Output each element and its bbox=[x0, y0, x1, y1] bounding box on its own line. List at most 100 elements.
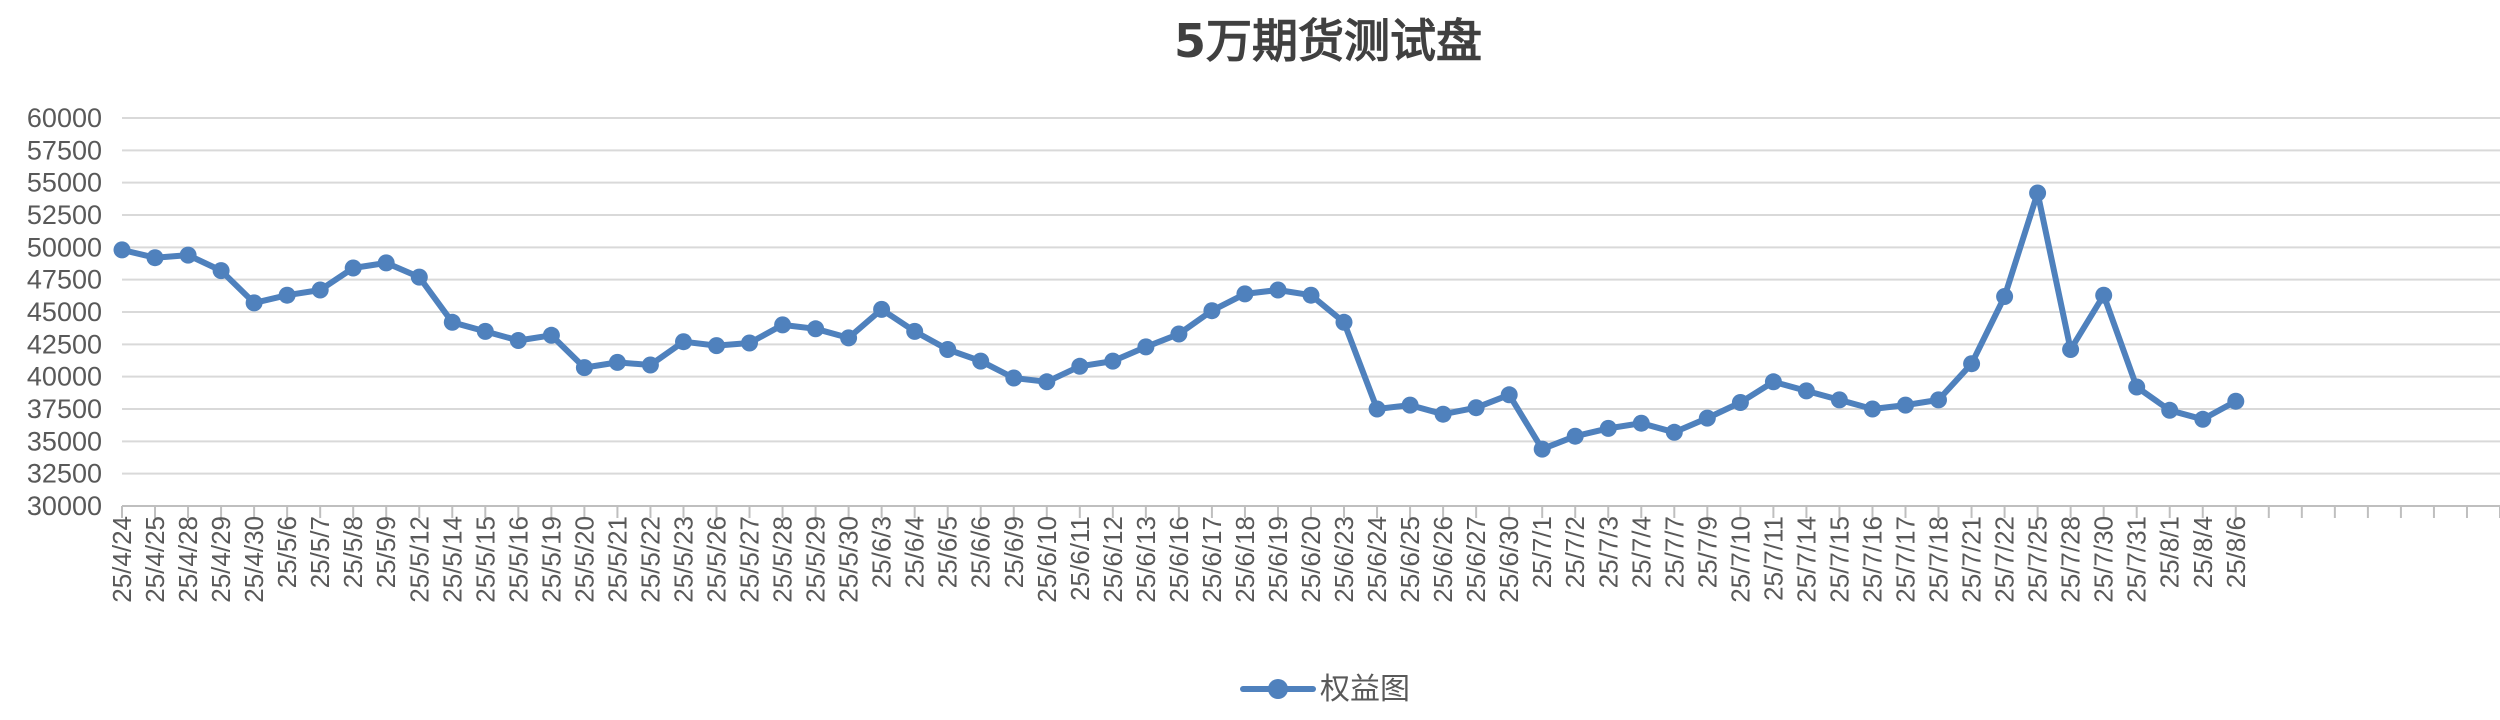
x-tick-label: 25/5/6 bbox=[272, 516, 302, 588]
x-tick-label: 25/4/25 bbox=[140, 516, 170, 603]
x-tick-label: 25/6/17 bbox=[1197, 516, 1227, 603]
x-tick-label: 25/6/18 bbox=[1230, 516, 1260, 603]
data-point bbox=[377, 254, 395, 272]
y-tick-label: 42500 bbox=[27, 329, 102, 359]
data-point bbox=[1302, 286, 1320, 304]
x-tick-label: 25/5/27 bbox=[735, 516, 765, 603]
data-point bbox=[906, 322, 924, 340]
x-tick-label: 25/5/14 bbox=[437, 516, 467, 603]
x-tick-label: 25/4/30 bbox=[239, 516, 269, 603]
data-point bbox=[146, 249, 164, 267]
x-tick-label: 25/5/8 bbox=[338, 516, 368, 588]
x-tick-label: 25/4/28 bbox=[173, 516, 203, 603]
x-tick-label: 25/5/30 bbox=[834, 516, 864, 603]
y-axis: 3000032500350003750040000425004500047500… bbox=[27, 103, 102, 521]
data-point bbox=[1170, 325, 1188, 343]
data-point bbox=[509, 332, 527, 349]
data-point bbox=[1401, 396, 1419, 414]
data-point bbox=[1236, 285, 1254, 303]
legend: 权益图 bbox=[1240, 672, 1410, 707]
x-tick-label: 25/4/24 bbox=[107, 516, 137, 603]
y-tick-label: 47500 bbox=[27, 265, 102, 295]
x-tick-label: 25/6/3 bbox=[867, 516, 897, 588]
x-tick-label: 25/6/23 bbox=[1329, 516, 1359, 603]
x-tick-label: 25/7/1 bbox=[1527, 516, 1557, 588]
x-tick-label: 25/5/15 bbox=[470, 516, 500, 603]
x-tick-label: 25/7/11 bbox=[1758, 516, 1788, 601]
data-point bbox=[1269, 281, 1287, 299]
x-tick-label: 25/5/28 bbox=[768, 516, 798, 603]
x-tick-label: 25/5/26 bbox=[702, 516, 732, 603]
data-point bbox=[1467, 399, 1485, 417]
chart-title: 5万期货测试盘 bbox=[1174, 14, 1482, 68]
y-tick-label: 35000 bbox=[27, 426, 102, 456]
data-point bbox=[1434, 405, 1452, 423]
x-tick-label: 25/6/16 bbox=[1164, 516, 1194, 603]
data-point bbox=[774, 316, 792, 334]
x-tick-label: 25/7/30 bbox=[2089, 516, 2119, 603]
data-point bbox=[939, 341, 957, 358]
data-point bbox=[1764, 373, 1782, 391]
x-tick-label: 25/5/20 bbox=[569, 516, 599, 603]
x-tick-label: 25/6/13 bbox=[1131, 516, 1161, 603]
y-tick-label: 57500 bbox=[27, 135, 102, 165]
data-point bbox=[741, 334, 758, 352]
x-tick-label: 25/6/9 bbox=[999, 516, 1029, 588]
data-point bbox=[1038, 373, 1056, 391]
x-tick-label: 25/7/9 bbox=[1692, 516, 1722, 588]
data-point bbox=[2227, 392, 2245, 410]
y-tick-label: 40000 bbox=[27, 362, 102, 392]
x-tick-label: 25/7/25 bbox=[2023, 516, 2053, 603]
y-tick-label: 50000 bbox=[27, 232, 102, 262]
data-point bbox=[1930, 391, 1947, 409]
x-tick-label: 25/7/10 bbox=[1725, 516, 1755, 603]
x-tick-label: 25/6/26 bbox=[1428, 516, 1458, 603]
x-tick-label: 25/7/28 bbox=[2056, 516, 2086, 603]
data-point bbox=[873, 300, 891, 318]
x-tick-label: 25/7/7 bbox=[1659, 516, 1689, 588]
data-point bbox=[1830, 391, 1848, 409]
data-point bbox=[840, 329, 858, 347]
x-tick-label: 25/5/21 bbox=[602, 516, 632, 603]
y-tick-label: 32500 bbox=[27, 459, 102, 489]
y-tick-label: 30000 bbox=[27, 491, 102, 521]
data-point bbox=[245, 294, 263, 312]
x-tick-label: 25/6/12 bbox=[1098, 516, 1128, 603]
x-tick-label: 25/7/18 bbox=[1924, 516, 1954, 603]
data-point bbox=[1104, 352, 1122, 370]
y-tick-label: 45000 bbox=[27, 297, 102, 327]
data-point bbox=[1632, 414, 1650, 432]
data-point bbox=[1599, 419, 1617, 437]
data-point bbox=[2095, 286, 2113, 304]
data-point bbox=[1368, 400, 1386, 418]
data-point bbox=[2194, 410, 2212, 428]
y-tick-label: 55000 bbox=[27, 168, 102, 198]
data-point bbox=[1335, 313, 1353, 331]
x-tick-label: 25/5/19 bbox=[536, 516, 566, 603]
data-point bbox=[608, 353, 626, 371]
x-tick-label: 25/5/16 bbox=[503, 516, 533, 603]
x-tick-label: 25/6/10 bbox=[1032, 516, 1062, 603]
x-tick-label: 25/7/22 bbox=[1990, 516, 2020, 603]
x-tick-label: 25/5/23 bbox=[668, 516, 698, 603]
x-tick-label: 25/5/29 bbox=[801, 516, 831, 603]
data-point bbox=[708, 337, 725, 355]
data-point bbox=[1963, 355, 1981, 373]
data-point bbox=[344, 259, 362, 277]
x-tick-label: 25/6/11 bbox=[1065, 516, 1095, 601]
x-tick-label: 25/5/22 bbox=[635, 516, 665, 603]
data-point bbox=[1203, 302, 1221, 320]
legend-label: 权益图 bbox=[1320, 672, 1410, 707]
y-tick-label: 60000 bbox=[27, 103, 102, 133]
data-point bbox=[2062, 341, 2080, 358]
x-tick-label: 25/7/3 bbox=[1593, 516, 1623, 588]
x-tick-label: 25/4/29 bbox=[206, 516, 236, 603]
data-point bbox=[1996, 288, 2014, 305]
data-point bbox=[575, 359, 593, 377]
data-point bbox=[212, 262, 230, 280]
x-tick-label: 25/6/27 bbox=[1461, 516, 1491, 603]
data-point bbox=[675, 333, 692, 351]
data-point bbox=[1566, 427, 1584, 445]
y-tick-label: 37500 bbox=[27, 394, 102, 424]
x-tick-label: 25/8/6 bbox=[2221, 516, 2251, 588]
